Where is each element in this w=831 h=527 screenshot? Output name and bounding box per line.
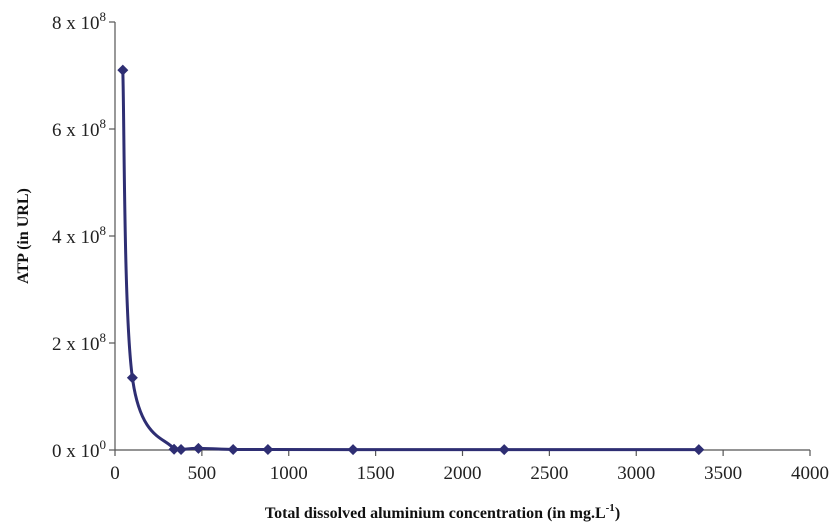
x-axis-ticks: 0 500 1000 1500 2000 2500 3000 3500 4000 — [110, 450, 829, 484]
data-markers — [117, 64, 705, 456]
y-tick-exponent: 8 — [100, 223, 107, 238]
data-point-marker — [693, 444, 705, 456]
y-tick-label: 2 x 108 — [52, 330, 106, 355]
x-tick-label: 2000 — [444, 463, 482, 484]
x-axis-title: Total dissolved aluminium concentration … — [265, 502, 620, 522]
data-point-marker — [126, 372, 138, 384]
x-axis-title-main: Total dissolved aluminium concentration … — [265, 505, 606, 522]
y-tick-exponent: 8 — [100, 330, 107, 345]
data-point-marker — [117, 64, 129, 76]
x-tick-label: 2500 — [530, 463, 568, 484]
y-tick-base: x 10 — [62, 120, 100, 141]
y-tick-mantissa: 0 — [52, 441, 62, 462]
x-tick-label: 1500 — [357, 463, 395, 484]
x-tick-label: 1000 — [270, 463, 308, 484]
series-line — [121, 68, 701, 452]
data-point-marker — [227, 443, 239, 455]
y-tick-base: x 10 — [62, 13, 100, 34]
y-tick-base: x 10 — [62, 227, 100, 248]
y-tick-label: 4 x 108 — [52, 223, 106, 248]
data-point-marker — [498, 444, 510, 456]
y-tick-exponent: 8 — [100, 116, 107, 131]
y-tick-label: 6 x 108 — [52, 116, 106, 141]
y-tick-mantissa: 8 — [52, 13, 62, 34]
y-tick-label: 0 x 100 — [52, 437, 106, 462]
y-tick-label: 8 x 108 — [52, 9, 106, 34]
data-point-marker — [175, 443, 187, 455]
data-point-marker — [262, 443, 274, 455]
y-tick-exponent: 8 — [100, 9, 107, 24]
x-tick-label: 0 — [110, 463, 120, 484]
y-tick-exponent: 0 — [100, 437, 107, 452]
x-tick-label: 3000 — [617, 463, 655, 484]
y-tick-mantissa: 6 — [52, 120, 62, 141]
data-point-marker — [347, 444, 359, 456]
x-axis-title-suffix: ) — [615, 505, 620, 522]
y-axis-title: ATP (in URL) — [15, 188, 32, 284]
data-point-marker — [192, 442, 204, 454]
x-tick-label: 3500 — [704, 463, 742, 484]
data-point-marker — [168, 443, 180, 455]
x-tick-label: 4000 — [791, 463, 829, 484]
y-tick-base: x 10 — [62, 441, 100, 462]
y-tick-mantissa: 2 — [52, 334, 62, 355]
x-axis-title-sup: -1 — [606, 502, 615, 514]
x-tick-label: 500 — [188, 463, 217, 484]
y-tick-mantissa: 4 — [52, 227, 62, 248]
y-tick-base: x 10 — [62, 334, 100, 355]
